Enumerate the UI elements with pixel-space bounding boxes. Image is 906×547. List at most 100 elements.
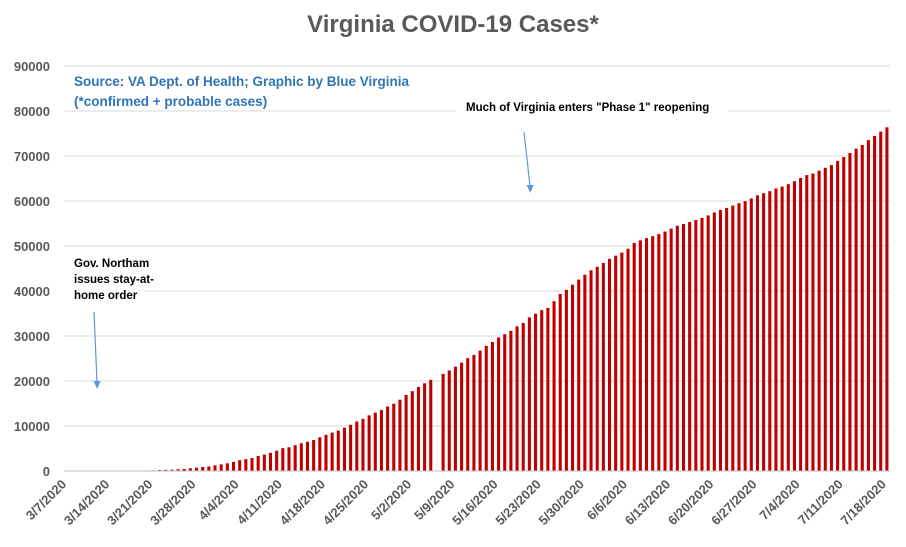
bar-87 — [601, 262, 605, 471]
bar-41 — [318, 437, 322, 471]
bar-132 — [879, 131, 883, 472]
bar-54 — [398, 399, 402, 471]
bar-38 — [299, 443, 303, 471]
bar-62 — [447, 370, 451, 471]
bar-96 — [657, 234, 661, 471]
bar-125 — [836, 160, 840, 471]
bar-88 — [607, 258, 612, 471]
y-tick-label-90000: 90000 — [14, 59, 50, 74]
bar-97 — [663, 231, 667, 471]
annotation-arrowhead-phase-1 — [526, 185, 534, 193]
bars — [65, 127, 889, 472]
bar-128 — [854, 148, 858, 472]
bar-102 — [694, 220, 698, 471]
bar-53 — [392, 403, 396, 471]
y-tick-label-20000: 20000 — [14, 374, 50, 389]
bar-103 — [700, 217, 704, 471]
bar-21 — [194, 467, 199, 471]
bar-133 — [885, 127, 889, 471]
bar-51 — [379, 410, 383, 471]
bar-76 — [534, 313, 538, 471]
bar-31 — [256, 456, 260, 471]
bar-64 — [460, 362, 464, 471]
bar-50 — [373, 412, 377, 471]
x-tick-label-14: 6/13/2020 — [622, 477, 674, 529]
bar-30 — [250, 458, 254, 471]
bar-124 — [829, 165, 833, 472]
bar-91 — [626, 248, 630, 471]
source-note: Source: VA Dept. of Health; Graphic by B… — [74, 74, 410, 109]
x-tick-label-18: 7/11/2020 — [795, 477, 846, 528]
bar-80 — [558, 293, 562, 471]
bar-75 — [527, 317, 531, 471]
bar-118 — [792, 181, 796, 472]
bar-59 — [429, 379, 433, 471]
bar-82 — [571, 284, 575, 471]
y-tick-label-30000: 30000 — [14, 329, 50, 344]
bar-67 — [478, 350, 482, 471]
chart-title: Virginia COVID-19 Cases* — [307, 11, 599, 38]
bar-117 — [786, 184, 790, 471]
bar-93 — [638, 240, 642, 471]
bar-66 — [472, 354, 476, 471]
bar-22 — [201, 467, 205, 471]
x-tick-label-8: 5/2/2020 — [368, 477, 414, 523]
bar-77 — [540, 310, 544, 471]
source-line-2: (*confirmed + probable cases) — [74, 94, 267, 109]
bar-99 — [675, 225, 679, 471]
x-tick-label-10: 5/16/2020 — [449, 477, 501, 529]
bar-56 — [410, 391, 414, 471]
annotation-stay-at-home-line-1: Gov. Northam — [74, 258, 149, 270]
bar-90 — [620, 252, 624, 471]
bar-113 — [762, 193, 766, 471]
bar-69 — [490, 341, 494, 471]
bar-24 — [213, 465, 217, 472]
y-tick-label-60000: 60000 — [14, 194, 50, 209]
y-axis-ticks: 0 10000 20000 30000 40000 50000 60000 70000 8000… — [14, 59, 50, 479]
bar-52 — [386, 406, 390, 471]
bar-37 — [293, 445, 297, 471]
bar-48 — [361, 418, 365, 471]
bar-95 — [651, 236, 655, 471]
annotation-arrow-stay-at-home — [93, 311, 98, 383]
bar-92 — [632, 242, 636, 471]
x-tick-label-3: 3/28/2020 — [147, 477, 199, 529]
bar-79 — [552, 301, 556, 471]
x-tick-label-12: 5/30/2020 — [535, 477, 587, 529]
bar-45 — [342, 427, 347, 471]
bar-123 — [823, 167, 827, 471]
bar-19 — [182, 468, 186, 471]
bar-70 — [497, 337, 501, 471]
source-line-1: Source: VA Dept. of Health; Graphic by B… — [74, 74, 410, 89]
bar-127 — [848, 152, 852, 472]
y-tick-label-50000: 50000 — [14, 239, 50, 254]
bar-105 — [712, 212, 716, 471]
bar-16 — [164, 469, 168, 471]
annotation-box-phase-1 — [456, 96, 728, 116]
annotation-stay-at-home-line-2: issues stay-at- — [74, 274, 154, 286]
bar-114 — [768, 191, 772, 471]
bar-94 — [644, 238, 649, 471]
bar-27 — [231, 461, 236, 471]
bar-17 — [170, 469, 174, 471]
bar-29 — [244, 459, 248, 471]
bar-115 — [774, 188, 778, 471]
bar-43 — [330, 432, 334, 471]
bar-84 — [583, 274, 587, 471]
bar-108 — [731, 205, 735, 471]
bar-36 — [287, 447, 291, 471]
bar-65 — [466, 358, 470, 471]
bar-85 — [589, 270, 593, 471]
bar-39 — [305, 441, 310, 471]
bar-26 — [225, 463, 229, 471]
bar-57 — [416, 386, 420, 471]
bar-78 — [546, 307, 550, 471]
bar-106 — [718, 210, 723, 471]
bar-119 — [799, 178, 803, 471]
bar-112 — [755, 195, 760, 471]
bar-20 — [188, 468, 192, 471]
bar-18 — [176, 469, 180, 471]
bar-28 — [238, 460, 242, 471]
annotation-phase-1-line: Much of Virginia enters "Phase 1" reopen… — [466, 102, 709, 114]
